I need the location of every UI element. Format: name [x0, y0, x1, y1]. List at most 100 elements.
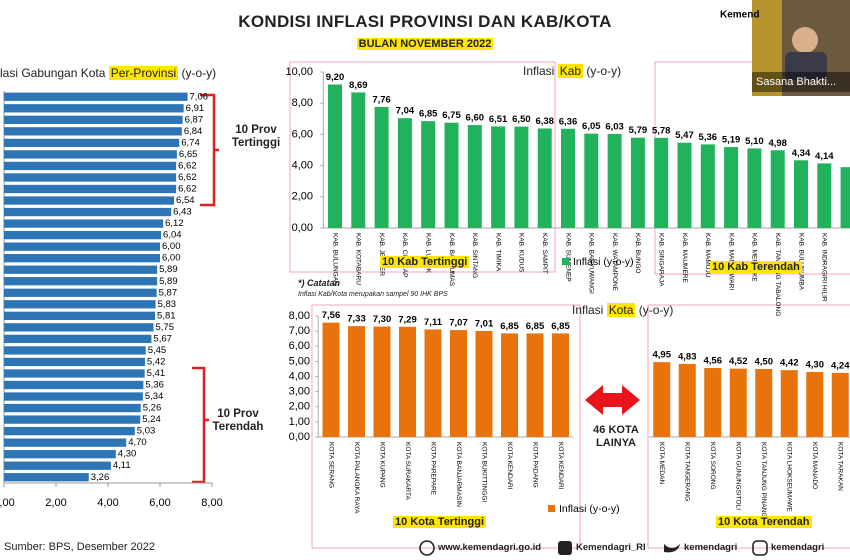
value-label: 8,69 [349, 80, 368, 91]
value-label: 6,04 [163, 230, 182, 241]
x-tick-label: KOTA PADANG [531, 442, 538, 488]
value-label: 6,65 [179, 149, 198, 160]
value-label: 6,91 [186, 103, 205, 114]
chart-title-part: Kota [606, 303, 636, 317]
bar [584, 133, 599, 228]
x-tick-label: KOTA SURAKARTA [404, 442, 411, 500]
bar [501, 333, 518, 437]
bar [653, 362, 671, 437]
value-label: 9,20 [326, 72, 345, 83]
y-tick-label: 8,00 [289, 310, 310, 322]
annotation: 10 Prov Terendah [207, 408, 269, 434]
footer-source: Sumber: BPS, Desember 2022 [4, 541, 156, 553]
y-tick-label: 5,00 [289, 355, 310, 367]
value-label: 5,24 [142, 414, 161, 425]
value-label: 4,56 [704, 356, 723, 367]
bar [4, 230, 162, 240]
twitter-icon [664, 544, 680, 553]
x-tick-label: KAB. TANJUNG TABALONG [774, 233, 781, 316]
value-label: 5,75 [156, 322, 175, 333]
value-label: 4,70 [128, 437, 147, 448]
frame [289, 61, 556, 273]
bar [755, 368, 773, 437]
bar [677, 142, 692, 228]
value-label: 6,03 [605, 121, 624, 132]
bar [840, 167, 850, 228]
x-tick-label: KAB. SAMPIT [541, 233, 548, 274]
x-tick-label: KOTA SERANG [327, 442, 334, 488]
value-label: 5,36 [145, 380, 164, 391]
y-tick-label: 1,00 [289, 416, 310, 428]
chart-title-part: Inflasi [572, 303, 604, 317]
value-label: 4,95 [653, 350, 672, 361]
value-label: 7,06 [190, 91, 209, 102]
bar [4, 426, 135, 436]
bar [806, 371, 824, 437]
x-tick-label: KOTA BANJARMASIN [455, 442, 462, 507]
value-label: 5,87 [159, 287, 178, 298]
bar [794, 160, 808, 228]
value-label: 4,24 [831, 360, 850, 371]
bar [831, 372, 849, 437]
annotation-text: 10 Kota Tertinggi [393, 516, 487, 528]
x-tick-label: 6,00 [149, 497, 170, 509]
chart-title-part: Per-Provinsi [108, 66, 179, 80]
bar [4, 127, 182, 136]
bar [4, 288, 157, 297]
value-label: 7,04 [396, 106, 415, 117]
chart-title-part: (y-o-y) [181, 66, 217, 80]
y-tick-label: 0,00 [289, 431, 310, 443]
bar [4, 196, 175, 205]
value-label: 4,52 [729, 356, 748, 367]
value-label: 6,84 [184, 126, 203, 137]
bar [729, 368, 747, 437]
bar [537, 128, 552, 228]
x-tick-label: KAB. JEMBER [378, 233, 385, 276]
bar [374, 106, 389, 228]
bar [4, 392, 143, 401]
bar [4, 438, 127, 447]
bar [399, 326, 416, 437]
value-label: 6,85 [551, 321, 570, 332]
annotation-text: 10 Kab Terendah [710, 261, 802, 273]
value-label: 5,81 [157, 310, 176, 321]
bar [4, 369, 145, 378]
value-label: 7,11 [424, 317, 443, 328]
footer-link: kemendagri [771, 542, 825, 553]
y-tick-label: 6,00 [289, 340, 310, 352]
bar [4, 323, 154, 332]
x-tick-label: KOTA KUPANG [378, 442, 385, 488]
bracket [192, 366, 209, 484]
bar [328, 84, 342, 228]
value-label: 6,85 [526, 321, 545, 332]
chart-title-part: (y-o-y) [586, 64, 622, 78]
y-tick-label: 6,00 [292, 128, 313, 140]
value-label: 7,56 [322, 310, 341, 321]
bar [373, 326, 391, 437]
value-label: 5,89 [159, 276, 178, 287]
value-label: 6,74 [181, 137, 200, 148]
value-label: 6,38 [535, 116, 554, 127]
bar [561, 128, 575, 228]
x-tick-label: KAB. BULUNGAN [331, 233, 338, 286]
x-tick-label: KAB. BANYUWANGI [588, 233, 595, 294]
bar [4, 473, 89, 482]
x-tick-label: KAB. MAUMERE [681, 233, 688, 284]
y-tick-label: 4,00 [292, 160, 313, 172]
bar [4, 115, 183, 124]
video-caption-bg [752, 72, 850, 92]
bar [4, 403, 141, 413]
bar [450, 330, 467, 437]
bar [770, 150, 785, 228]
bar [397, 118, 412, 228]
brand: Kemend [720, 10, 759, 21]
note-title: *) Catatan [298, 278, 341, 288]
x-tick-label: KOTA MANADO [811, 442, 818, 489]
video-name: Sasana Bhakti... [756, 76, 836, 88]
bar [4, 357, 145, 367]
value-label: 4,42 [780, 358, 799, 369]
value-label: 5,83 [158, 299, 177, 310]
annotation: 10 Kab Tertinggi [380, 256, 470, 268]
header-subtitle-wrap: BULAN NOVEMBER 2022 [0, 38, 850, 50]
